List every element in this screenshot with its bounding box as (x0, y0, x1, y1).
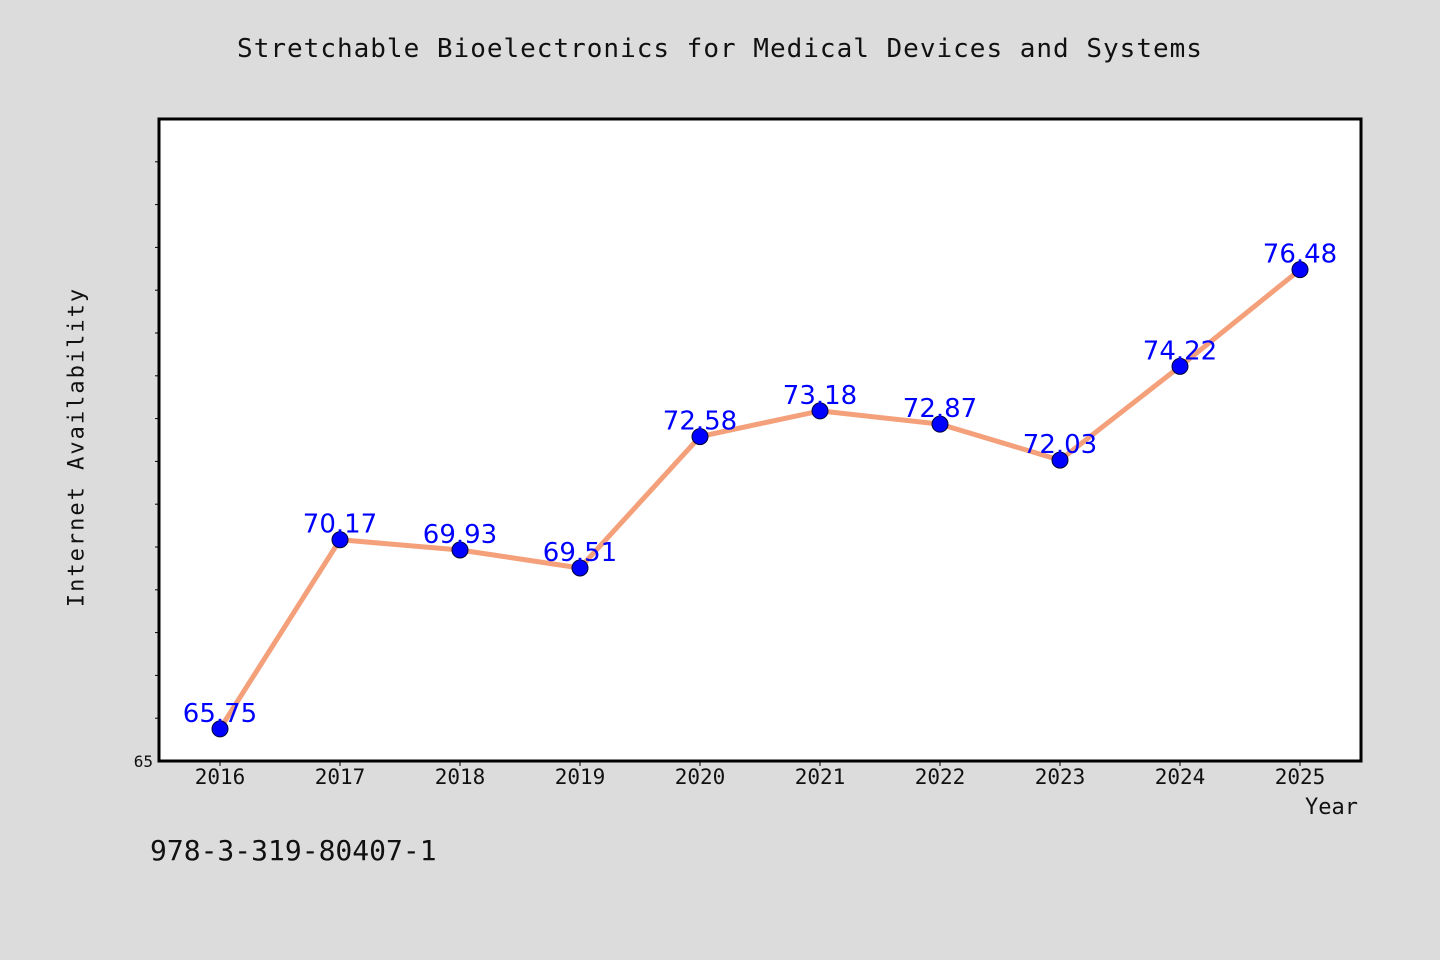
data-point (691, 428, 709, 446)
x-tick-label: 2017 (315, 765, 366, 789)
x-tick-label: 2025 (1275, 765, 1326, 789)
series-line (217, 267, 1303, 732)
data-point (331, 531, 349, 549)
x-axis-label: Year (1305, 795, 1358, 820)
chart-title: Stretchable Bioelectronics for Medical D… (237, 34, 1203, 64)
data-point (211, 720, 229, 738)
series-line-group (217, 267, 1303, 732)
data-point (811, 402, 829, 420)
y-axis-ticks: 65 (134, 161, 159, 771)
data-point (1171, 357, 1189, 375)
footer-isbn: 978-3-319-80407-1 (150, 834, 437, 867)
x-tick-label: 2022 (915, 765, 966, 789)
data-labels-group: 65.75 70.17 69.93 69.51 72.58 73.18 72.87 72.03… (183, 240, 1337, 729)
x-tick-label: 2023 (1035, 765, 1086, 789)
data-label: 70.17 (303, 510, 377, 540)
x-axis-ticks: 2016 2017 2018 2019 2020 2021 2022 2023 2024 2025 (195, 761, 1326, 789)
x-tick-label: 2019 (555, 765, 606, 789)
x-tick-label: 2024 (1155, 765, 1206, 789)
markers-group (211, 261, 1309, 738)
x-tick-label: 2016 (195, 765, 246, 789)
data-point (451, 541, 469, 559)
data-label: 72.03 (1023, 430, 1097, 460)
data-point (1291, 261, 1309, 279)
plot-area (157, 117, 1363, 763)
data-point (1051, 451, 1069, 469)
x-tick-label: 2021 (795, 765, 846, 789)
x-tick-label: 2020 (675, 765, 726, 789)
data-label: 73.18 (783, 381, 857, 411)
data-label: 69.51 (543, 538, 617, 568)
x-tick-label: 2018 (435, 765, 486, 789)
data-label: 69.93 (423, 520, 497, 550)
data-label: 76.48 (1263, 240, 1337, 270)
data-point (571, 559, 589, 577)
y-tick-label: 65 (134, 752, 153, 771)
data-point (931, 415, 949, 433)
data-label: 72.87 (903, 394, 977, 424)
data-label: 65.75 (183, 699, 257, 729)
data-label: 74.22 (1143, 336, 1217, 366)
data-label: 72.58 (663, 407, 737, 437)
